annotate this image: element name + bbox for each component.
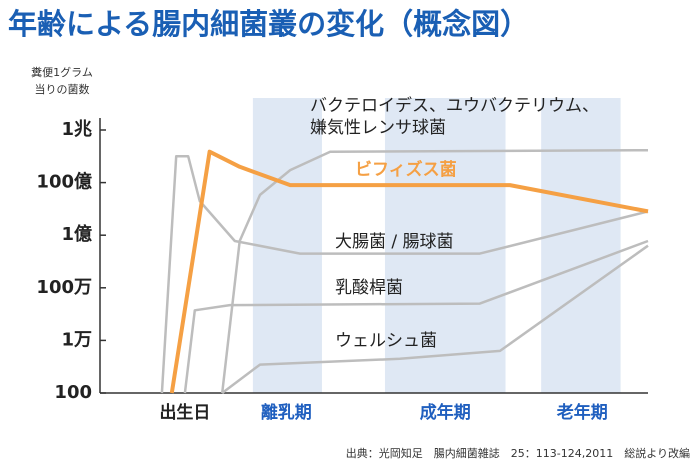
y-tick-label: 100億 — [36, 171, 92, 193]
series-line — [169, 149, 649, 394]
x-tick-label: 成年期 — [420, 402, 471, 423]
x-tick-label: 老年期 — [556, 402, 608, 423]
series-line — [221, 244, 649, 394]
series-line — [220, 148, 649, 394]
series-line — [160, 155, 649, 394]
y-tick-label: 100万 — [36, 277, 92, 298]
period-band — [384, 98, 506, 393]
x-tick-label: 出生日 — [159, 402, 210, 423]
series-label: 大腸菌 / 腸球菌 — [335, 232, 454, 252]
x-tick-label: 離乳期 — [261, 402, 312, 423]
series-label: 乳酸桿菌 — [335, 278, 403, 298]
period-band — [541, 98, 621, 393]
series-label: 嫌気性レンサ球菌 — [310, 118, 446, 138]
y-tick-label: 100 — [54, 382, 92, 403]
series-label: ウェルシュ菌 — [335, 331, 437, 351]
series-label: バクテロイデス、ユウバクテリウム、 — [310, 95, 599, 116]
y-tick-label: 1万 — [61, 329, 92, 350]
series-line — [183, 239, 649, 394]
chart-title: 年齢による腸内細菌叢の変化（概念図） — [8, 7, 529, 41]
y-label: 糞便1グラム — [31, 65, 93, 79]
series-label: ビフィズス菌 — [355, 159, 457, 180]
y-tick-label: 1億 — [61, 223, 92, 245]
source: 出典：光岡知足 腸内細菌雑誌 25：113-124,2011 総説より改編 — [346, 446, 690, 460]
y-label: 当りの菌数 — [35, 82, 90, 96]
y-tick-label: 1兆 — [61, 119, 92, 140]
